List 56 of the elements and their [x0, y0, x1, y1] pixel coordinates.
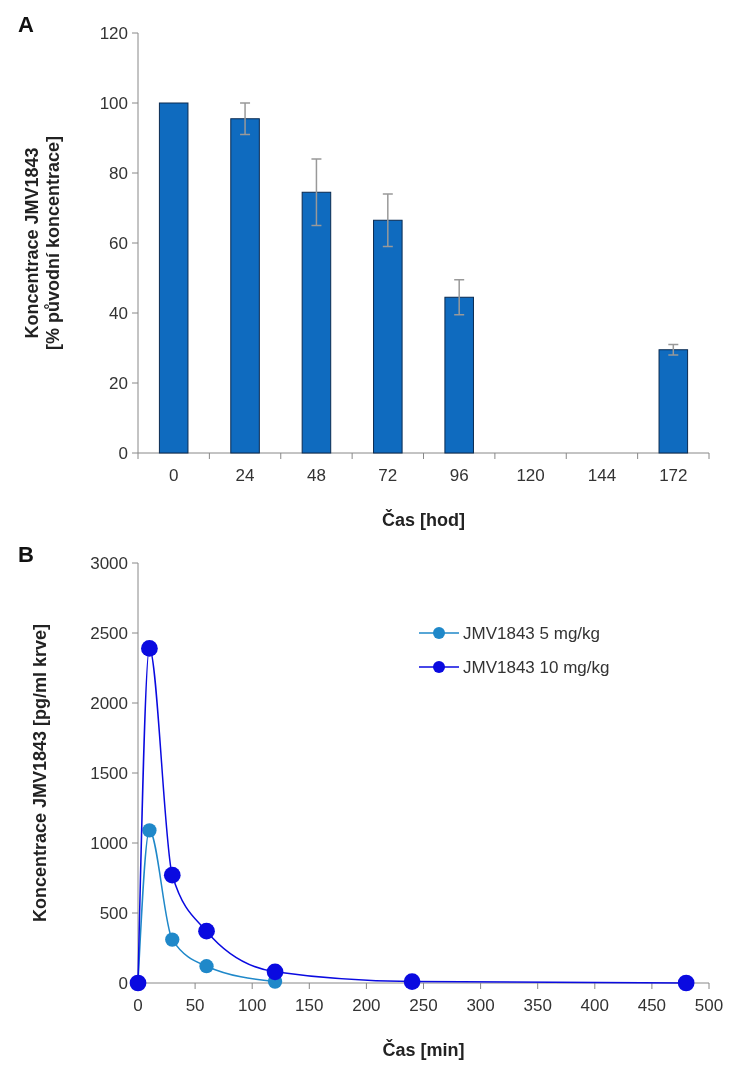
bar: [373, 219, 403, 454]
point: [198, 922, 215, 940]
legend-label: JMV1843 5 mg/kg: [463, 623, 601, 643]
y-tick-label: 2500: [90, 623, 128, 643]
x-tick-label: 50: [185, 996, 205, 1015]
bar: [301, 191, 332, 454]
text: A: [18, 12, 34, 37]
x-tick-label: 120: [516, 466, 545, 485]
y-tick-label: 500: [99, 903, 128, 923]
legend-label: JMV1843 10 mg/kg: [463, 657, 610, 677]
y-tick-label: 60: [109, 233, 128, 253]
x-tick-label: 0: [168, 466, 179, 485]
x-tick-label: 100: [238, 996, 267, 1015]
y-tick-label: 120: [99, 23, 128, 43]
x-axis-title: Čas [min]: [382, 1039, 465, 1060]
x-tick-label: 400: [580, 996, 609, 1015]
text: B: [18, 542, 34, 567]
y-tick-label: 1000: [90, 833, 128, 853]
point: [142, 823, 157, 838]
x-tick-label: 250: [409, 996, 438, 1015]
point: [199, 959, 214, 974]
y-tick-label: 2000: [90, 693, 128, 713]
point: [403, 973, 421, 990]
y-tick-label: 0: [118, 973, 128, 993]
y-tick-label: 40: [109, 303, 128, 323]
point: [165, 932, 180, 947]
bar: [230, 118, 260, 454]
point: [266, 963, 284, 981]
x-tick-label: 150: [295, 996, 324, 1015]
x-tick-label: 350: [523, 996, 552, 1015]
y-tick-label: 1500: [90, 763, 128, 783]
y-tick-label: 0: [118, 443, 128, 463]
x-tick-label: 72: [378, 466, 398, 485]
bar: [444, 296, 474, 454]
x-tick-label: 48: [306, 466, 326, 485]
y-tick-label: 3000: [90, 553, 128, 573]
y-tick-label: 80: [109, 163, 128, 183]
y-tick-label: 100: [99, 93, 128, 113]
x-axis-title: Čas [hod]: [382, 509, 465, 530]
x-tick-label: 96: [449, 466, 469, 485]
y-axis-title: Koncentrace JMV1843 [% původní koncentrace]: [22, 135, 63, 351]
x-tick-label: 200: [352, 996, 381, 1015]
x-tick-label: 450: [637, 996, 667, 1015]
y-tick-label: 20: [109, 373, 128, 393]
x-tick-label: 500: [694, 996, 724, 1015]
y-axis-title: Koncentrace JMV1843 [pg/ml krve]: [30, 623, 50, 923]
point: [677, 974, 695, 992]
point: [141, 640, 158, 657]
x-tick-label: 300: [466, 996, 495, 1015]
point: [163, 866, 181, 884]
x-tick-label: 144: [587, 466, 617, 485]
x-tick-label: 0: [133, 996, 143, 1015]
bar: [658, 349, 689, 454]
x-tick-label: 24: [235, 466, 255, 485]
bar: [158, 102, 189, 454]
x-tick-label: 172: [659, 466, 688, 485]
